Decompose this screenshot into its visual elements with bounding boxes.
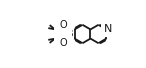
Text: N: N [104, 24, 112, 34]
Text: O: O [59, 20, 67, 30]
Text: O: O [59, 38, 67, 48]
Text: B: B [66, 29, 74, 39]
